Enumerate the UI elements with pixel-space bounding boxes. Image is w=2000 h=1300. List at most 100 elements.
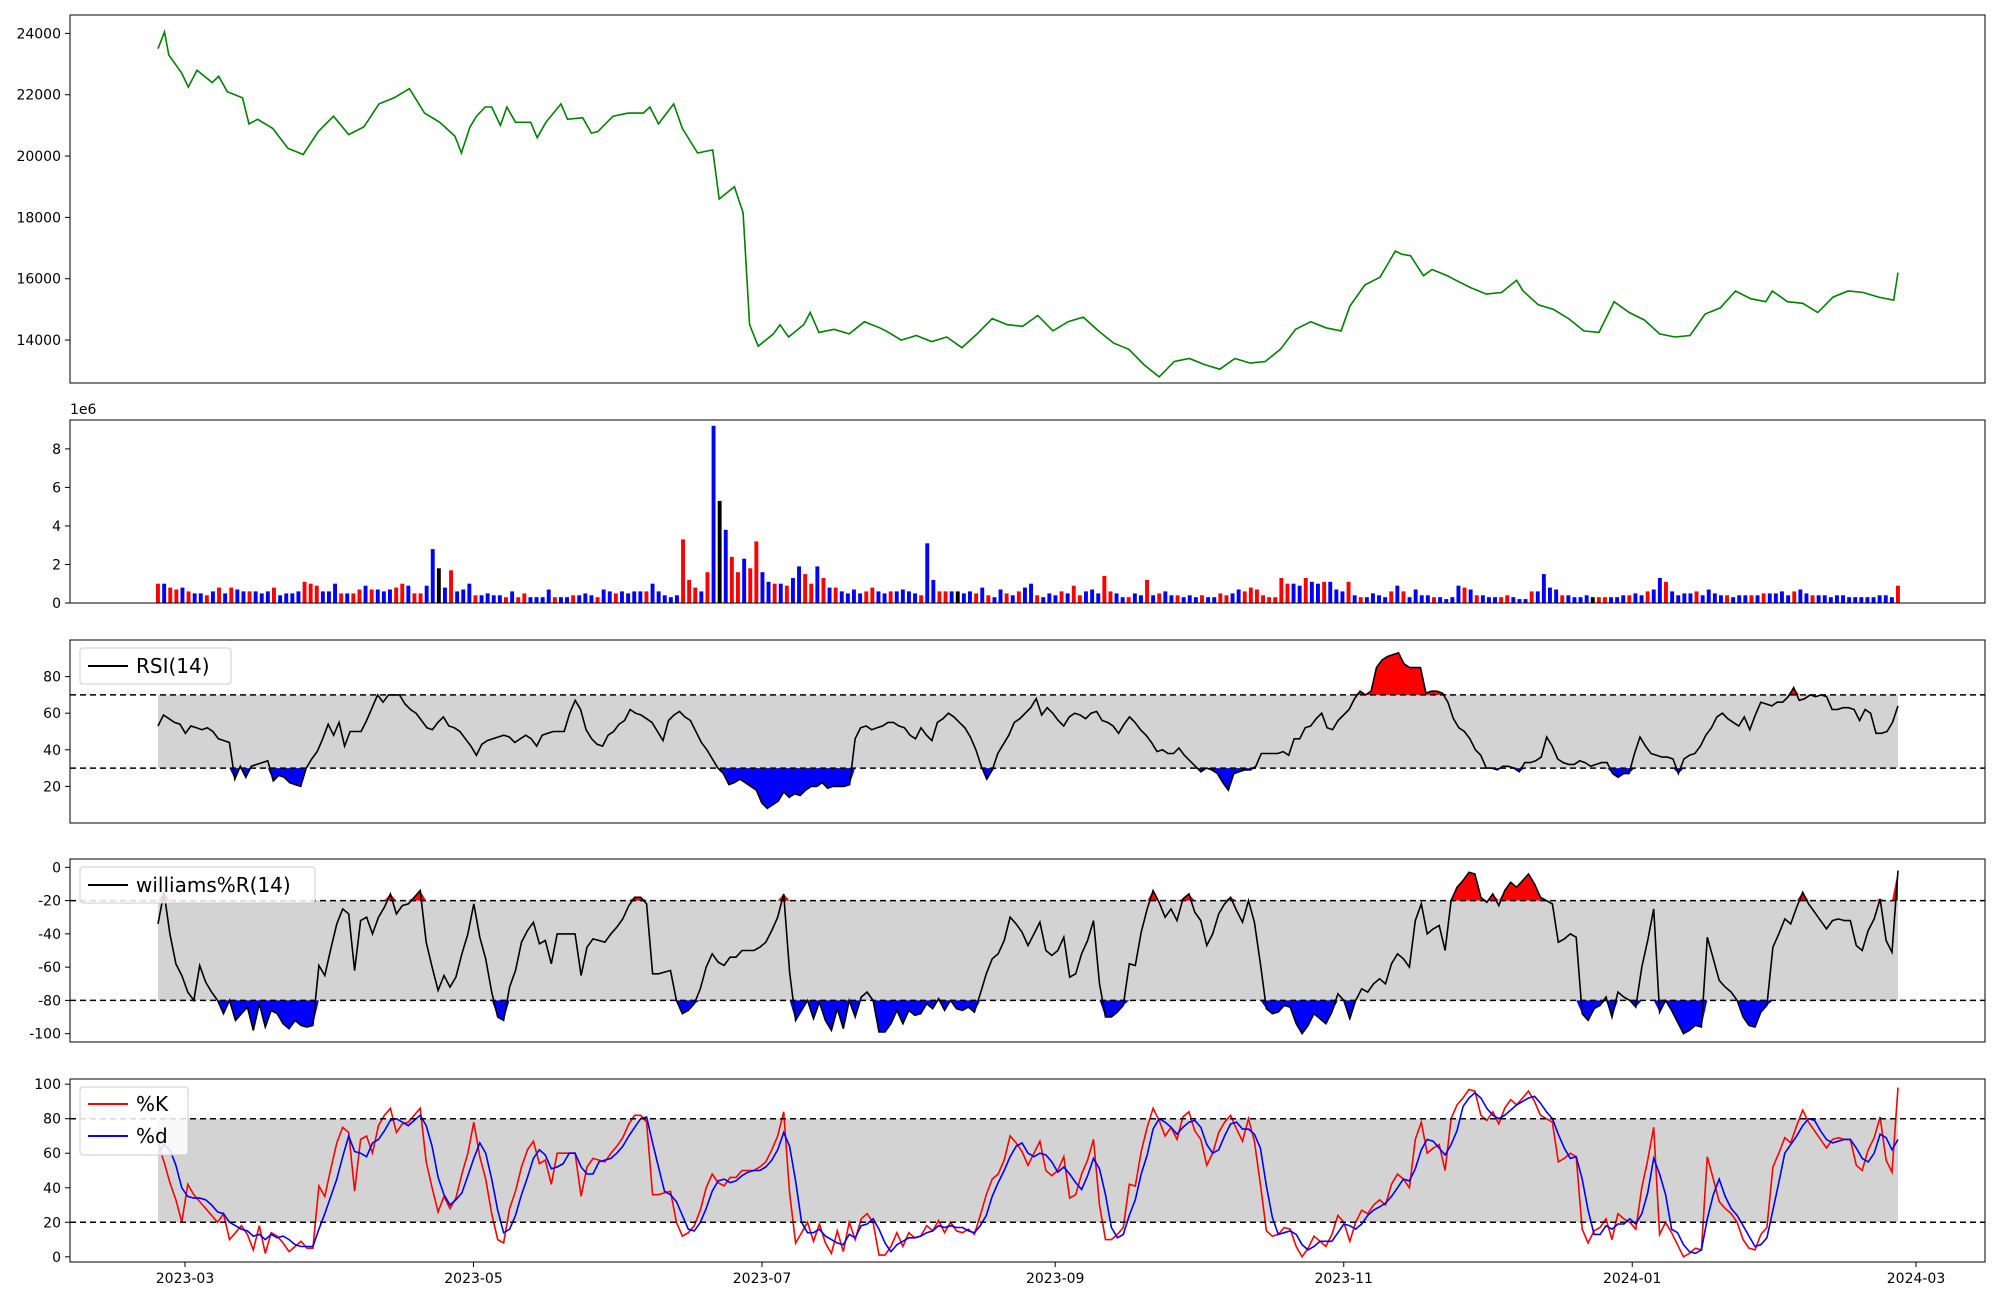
volume-bar: [436, 568, 441, 603]
volume-bar: [1627, 595, 1632, 603]
rsi-y-tick-label: 60: [43, 706, 61, 722]
volume-bar: [839, 591, 844, 603]
volume-bar: [1859, 597, 1864, 603]
volume-bar: [1871, 597, 1876, 603]
volume-bar: [656, 591, 661, 603]
volume-bar: [1743, 595, 1748, 603]
stochastic-series-k-line: [157, 1087, 1899, 1259]
volume-bar: [717, 500, 722, 603]
volume-bar: [1084, 591, 1088, 603]
volume-bar: [1224, 595, 1229, 603]
volume-bar: [1230, 593, 1235, 603]
volume-bar: [1493, 597, 1497, 603]
volume-bar: [217, 587, 221, 603]
volume-bar: [1737, 595, 1742, 603]
volume-bar: [546, 589, 551, 603]
volume-bar: [1749, 595, 1754, 603]
volume-bar: [1303, 578, 1308, 603]
volume-bar: [1688, 593, 1693, 603]
volume-bar: [1615, 597, 1620, 603]
volume-bar: [1694, 591, 1699, 603]
volume-offset-label: 1e6: [70, 402, 97, 418]
x-tick-label: 2023-07: [733, 1271, 792, 1287]
volume-bar: [1181, 597, 1186, 603]
volume-bar: [1804, 593, 1809, 603]
volume-bar: [241, 591, 246, 603]
volume-bar: [156, 583, 160, 603]
volume-bar: [626, 593, 631, 603]
volume-bar: [394, 587, 399, 603]
volume-bar: [1889, 597, 1894, 603]
volume-bar: [1340, 591, 1345, 603]
volume-bar: [1316, 583, 1320, 603]
volume-bar: [174, 589, 179, 603]
volume-bar: [1444, 599, 1449, 603]
volume-bar: [1358, 597, 1363, 603]
volume-bar: [925, 543, 930, 603]
volume-bar: [162, 583, 167, 603]
volume-bar: [1377, 595, 1381, 603]
volume-bar: [748, 568, 753, 603]
volume-bar: [961, 593, 966, 603]
volume-bar: [821, 578, 826, 603]
volume-axes-frame: [69, 419, 1986, 604]
volume-bar: [1364, 597, 1369, 603]
volume-bar: [1236, 589, 1241, 603]
volume-bar: [412, 593, 417, 603]
rsi-axes-frame: [69, 639, 1986, 824]
volume-bar: [1242, 591, 1247, 603]
volume-bar: [1438, 597, 1443, 603]
volume-bar: [1529, 591, 1534, 603]
volume-bar: [1816, 595, 1821, 603]
x-tick-label: 2023-05: [444, 1271, 503, 1287]
volume-bar: [1474, 595, 1479, 603]
volume-bar: [308, 583, 313, 603]
volume-bar: [1261, 595, 1265, 603]
volume-bar: [1603, 597, 1607, 603]
stochastic-legend-k-label: %K: [136, 1092, 169, 1116]
price-line: [157, 28, 1899, 378]
volume-bar: [369, 589, 374, 603]
volume-bar: [1193, 597, 1198, 603]
volume-bar: [1798, 589, 1803, 603]
volume-bar: [1206, 597, 1211, 603]
volume-bar: [1682, 593, 1687, 603]
volume-bar: [424, 585, 429, 603]
volume-bar: [772, 583, 777, 603]
volume-bar: [1065, 593, 1070, 603]
volume-bar: [504, 597, 508, 603]
volume-bar: [1780, 591, 1784, 603]
volume-bar: [1407, 597, 1412, 603]
volume-bar: [1651, 589, 1656, 603]
volume-bar: [278, 595, 283, 603]
stochastic-axes-frame: [69, 1078, 1986, 1263]
volume-bar: [1016, 591, 1021, 603]
volume-bar: [1145, 579, 1149, 603]
rsi-y-tick-label: 20: [43, 779, 61, 795]
volume-bar: [357, 589, 362, 603]
volume-bar: [1291, 583, 1296, 603]
volume-bar: [1896, 585, 1900, 603]
volume-bar: [1731, 597, 1736, 603]
williams-y-tick-label: -40: [38, 927, 61, 943]
volume-bar: [913, 593, 917, 603]
volume-y-tick-label: 6: [52, 480, 61, 496]
volume-bar: [333, 583, 337, 603]
volume-bar: [296, 591, 301, 603]
volume-bar: [736, 572, 740, 603]
rsi-legend-label: RSI(14): [136, 654, 210, 678]
volume-bar: [388, 589, 392, 603]
volume-bar: [443, 587, 447, 603]
volume-y-tick-label: 4: [52, 519, 61, 535]
volume-bar: [1425, 595, 1430, 603]
volume-bar: [1767, 593, 1772, 603]
volume-bar: [931, 579, 936, 603]
volume-bar: [1566, 595, 1571, 603]
volume-bar: [455, 591, 460, 603]
volume-bar: [1883, 595, 1888, 603]
volume-bar: [1059, 591, 1064, 603]
volume-bar: [1200, 595, 1204, 603]
volume-bar: [1487, 597, 1491, 603]
volume-y-tick-label: 0: [52, 596, 61, 612]
